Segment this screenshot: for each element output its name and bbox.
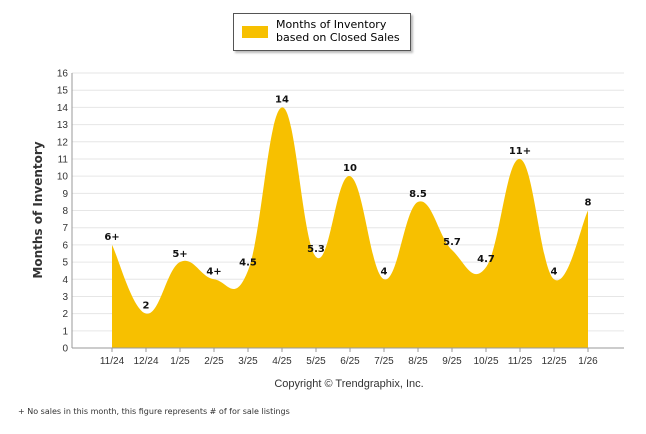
x-tick-label: 9/25 xyxy=(442,356,462,367)
y-tick-label: 15 xyxy=(57,86,69,97)
y-tick-label: 12 xyxy=(57,137,69,148)
x-tick-label: 2/25 xyxy=(204,356,224,367)
y-tick-label: 16 xyxy=(57,69,69,80)
data-label: 4 xyxy=(551,266,558,277)
y-tick-label: 3 xyxy=(62,292,68,303)
data-label: 5.3 xyxy=(307,244,325,255)
x-tick-label: 1/25 xyxy=(170,356,190,367)
x-tick-label: 11/24 xyxy=(100,356,125,367)
y-tick-label: 5 xyxy=(62,258,68,269)
x-tick-label: 5/25 xyxy=(306,356,326,367)
area-fill xyxy=(112,107,588,348)
footnote: + No sales in this month, this figure re… xyxy=(18,407,290,416)
y-tick-label: 13 xyxy=(57,120,69,131)
x-tick-label: 10/25 xyxy=(473,356,498,367)
data-label: 11+ xyxy=(509,146,531,157)
data-label: 4.7 xyxy=(477,254,495,265)
legend-swatch xyxy=(242,26,268,38)
data-label: 8.5 xyxy=(409,189,427,200)
y-tick-label: 8 xyxy=(62,206,68,217)
data-label: 6+ xyxy=(104,232,119,243)
y-tick-label: 4 xyxy=(62,275,68,286)
data-label: 8 xyxy=(585,198,592,209)
x-tick-label: 3/25 xyxy=(238,356,258,367)
y-tick-label: 0 xyxy=(62,344,68,355)
x-tick-label: 12/25 xyxy=(541,356,566,367)
x-tick-label: 1/26 xyxy=(578,356,598,367)
data-label: 10 xyxy=(343,163,357,174)
data-label: 5+ xyxy=(172,249,187,260)
y-tick-label: 11 xyxy=(58,154,69,165)
data-label: 5.7 xyxy=(443,237,461,248)
y-tick-label: 7 xyxy=(62,223,68,234)
y-tick-label: 14 xyxy=(57,103,69,114)
area-series xyxy=(112,107,588,348)
x-tick-label: 4/25 xyxy=(272,356,292,367)
legend-label: Months of Inventory based on Closed Sale… xyxy=(276,18,400,44)
x-tick-label: 8/25 xyxy=(408,356,428,367)
x-tick-label: 11/25 xyxy=(508,356,533,367)
y-tick-label: 2 xyxy=(62,309,68,320)
x-axis-caption: Copyright © Trendgraphix, Inc. xyxy=(274,378,423,390)
y-tick-label: 1 xyxy=(62,326,68,337)
x-tick-label: 12/24 xyxy=(133,356,158,367)
y-tick-label: 6 xyxy=(62,240,68,251)
data-label: 4+ xyxy=(206,266,221,277)
data-label: 4.5 xyxy=(239,258,257,269)
data-label: 2 xyxy=(143,301,150,312)
data-label: 4 xyxy=(381,266,388,277)
legend: Months of Inventory based on Closed Sale… xyxy=(233,13,411,51)
data-label: 14 xyxy=(275,94,289,105)
x-tick-label: 6/25 xyxy=(340,356,360,367)
y-tick-label: 9 xyxy=(62,189,68,200)
x-tick-label: 7/25 xyxy=(374,356,394,367)
y-axis-title: Months of Inventory xyxy=(31,141,45,278)
y-tick-label: 10 xyxy=(57,172,69,183)
data-labels: 6+ 2 5+ 4+ 4.5 14 5.3 10 4 8.5 5.7 4.7 11+ 4 8 xyxy=(104,94,591,311)
